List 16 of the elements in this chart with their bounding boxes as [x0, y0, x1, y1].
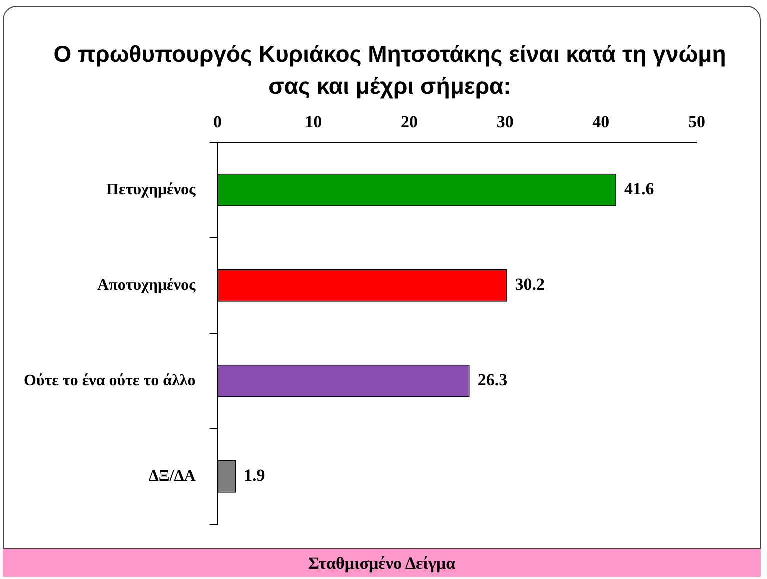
data-label: 1.9 [244, 466, 266, 486]
y-tick-label: ΔΞ/ΔΑ [148, 468, 196, 485]
y-tick-label: Αποτυχημένος [98, 276, 196, 294]
data-label: 30.2 [515, 275, 545, 294]
x-tick-label: 30 [496, 112, 514, 132]
x-tick-label: 50 [688, 112, 706, 132]
y-tick-label: Ούτε το ένα ούτε το άλλο [24, 372, 196, 390]
x-tick-label: 40 [592, 112, 610, 132]
data-label: 41.6 [624, 180, 654, 199]
text: Σταθμισμένο Δείγμα [3, 548, 761, 577]
x-tick-label: 0 [214, 112, 222, 132]
y-tick-label: Πετυχημένος [106, 181, 196, 198]
chart-title: Ο πρωθυπουργός Κυριάκος Μητσοτάκης είναι κατά τη γνώμη σας και μέχρι σήμερα: [52, 40, 728, 101]
x-tick-label: 20 [400, 112, 418, 132]
data-label: 26.3 [478, 370, 508, 390]
x-tick-label: 10 [305, 112, 322, 132]
